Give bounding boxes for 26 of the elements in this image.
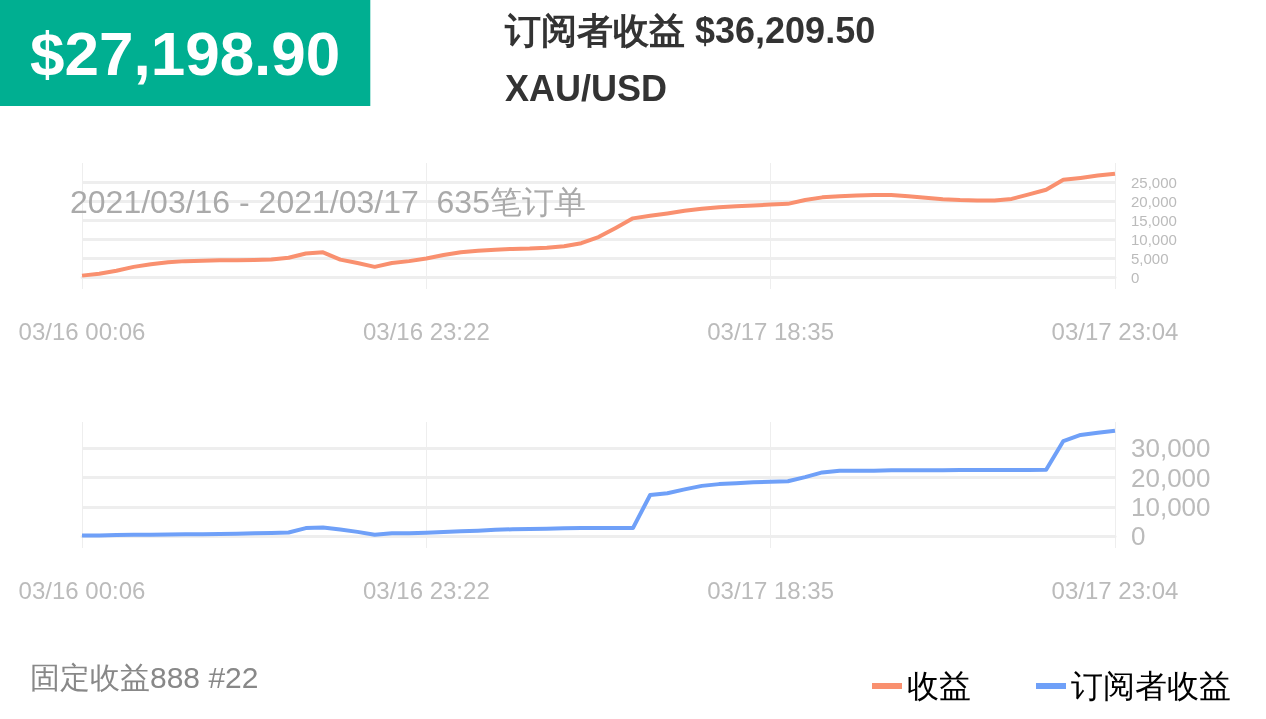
y-tick-label: 30,000 (1131, 433, 1211, 464)
x-tick-label: 03/16 00:06 (18, 317, 146, 345)
x-tick-label: 03/17 23:04 (1051, 576, 1179, 604)
x-tick-label: 03/16 00:06 (18, 576, 146, 604)
chart-subtitle: 订阅者收益 $36,209.50 (504, 9, 876, 51)
legend-label: 订阅者收益 (1071, 668, 1231, 704)
annotation: 2021/03/16 - 2021/03/17 635笔订单 (70, 184, 586, 220)
x-tick-label: 03/16 23:22 (362, 576, 490, 604)
x-tick-label: 03/17 18:35 (707, 317, 835, 345)
y-tick-label: 15,000 (1131, 211, 1177, 229)
y-tick-label: 0 (1131, 269, 1140, 287)
text: XAU/USD (505, 67, 668, 109)
y-tick-label: 10,000 (1131, 230, 1177, 248)
x-tick-label: 03/17 23:04 (1051, 317, 1179, 345)
line-series (80, 428, 1117, 538)
chart-title: $27,198.90 (30, 18, 341, 88)
y-tick-label: 10,000 (1131, 491, 1211, 522)
x-tick-label: 03/16 23:22 (362, 317, 490, 345)
y-tick-label: 0 (1131, 521, 1146, 552)
y-tick-label: 20,000 (1131, 462, 1211, 493)
y-tick-label: 20,000 (1131, 192, 1177, 210)
x-tick-label: 03/17 18:35 (707, 576, 835, 604)
text: 固定收益888 #22 (30, 660, 259, 694)
legend-label: 收益 (907, 668, 971, 704)
y-tick-label: 5,000 (1131, 249, 1169, 267)
y-tick-label: 25,000 (1131, 173, 1177, 191)
